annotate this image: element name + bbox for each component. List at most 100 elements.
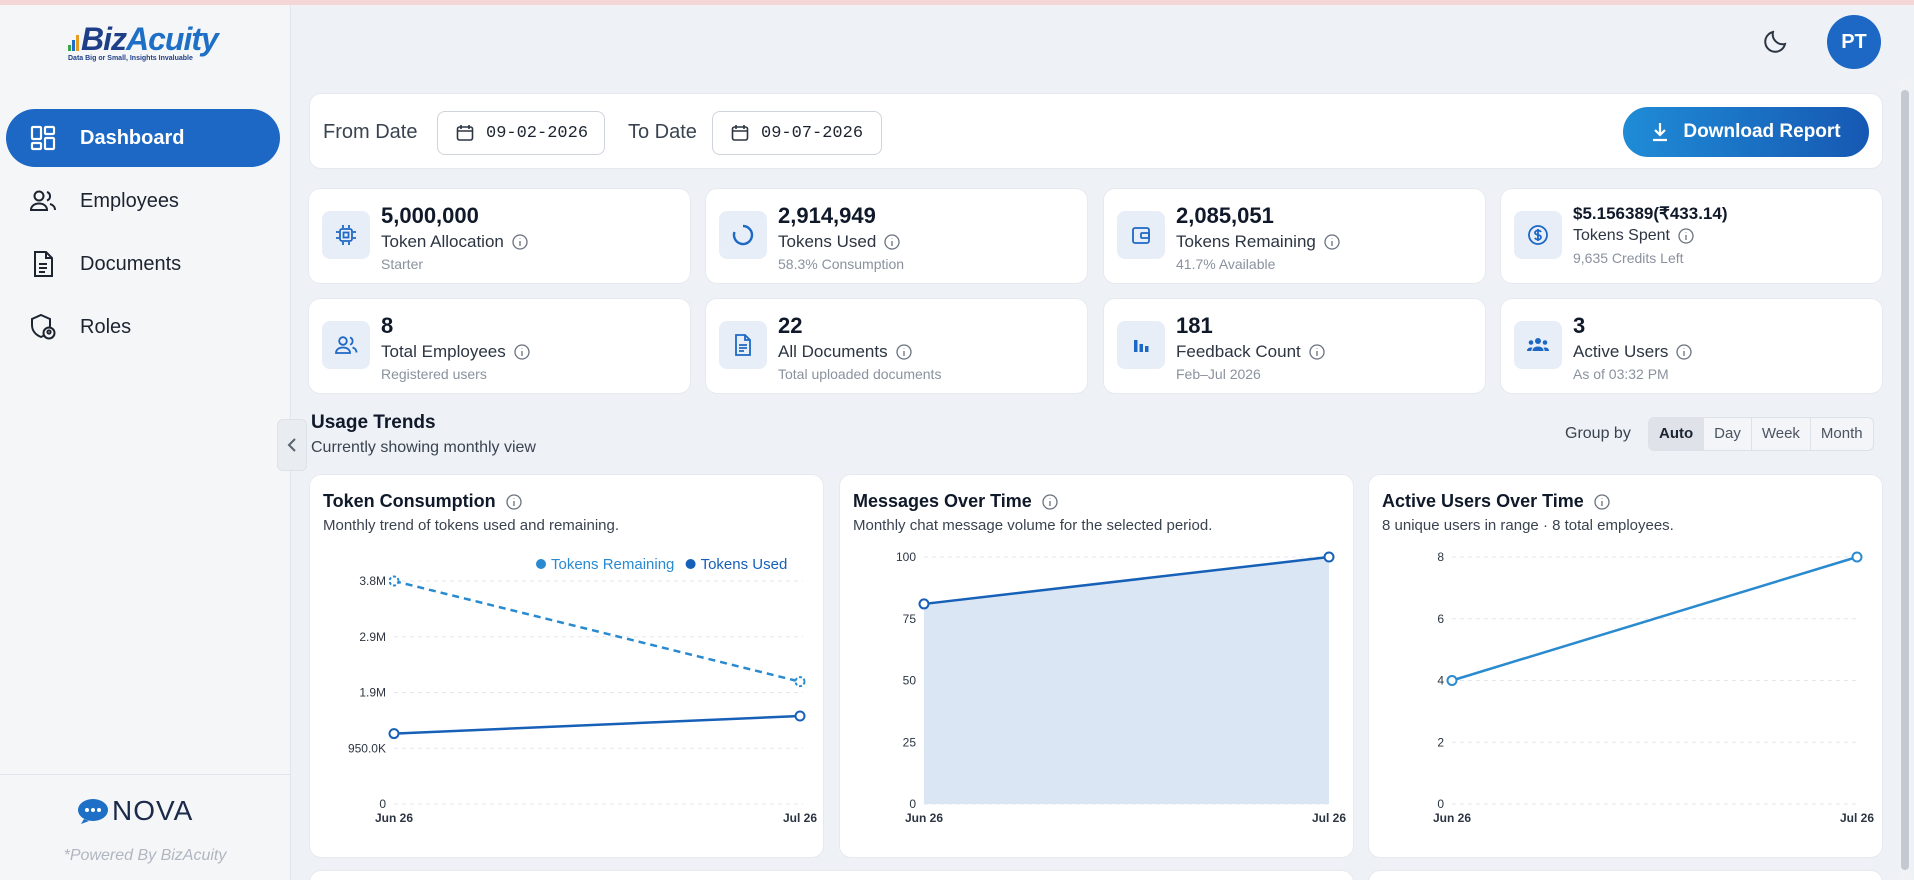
y-tick-label: 2 [1437, 735, 1444, 749]
nova-wordmark: NOVA [112, 795, 194, 826]
next-section-card [309, 870, 1354, 880]
from-date-value: 09-02-2026 [486, 123, 589, 143]
data-point [388, 728, 400, 740]
x-tick-label: Jun 26 [1433, 811, 1471, 825]
page-scrollbar[interactable] [1899, 78, 1911, 880]
to-date-input[interactable]: 09-07-2026 [712, 111, 882, 155]
calendar-icon [731, 125, 749, 141]
token-consumption-chart: 0 950.0K 1.9M 2.9M 3.8M Jun 26 Jul 26 Tokens Re… [348, 556, 817, 825]
stat-subtext: Starter [381, 256, 424, 272]
calendar-icon [456, 125, 474, 141]
dashboard-icon [28, 123, 58, 153]
sidebar-item-label: Documents [80, 252, 182, 275]
group-by-week[interactable]: Week [1752, 418, 1811, 450]
stat-value: 22 [778, 313, 803, 338]
info-icon[interactable] [1042, 493, 1058, 510]
info-icon[interactable] [1676, 344, 1693, 360]
stat-label: All Documents [778, 342, 912, 362]
logo-wordmark: BizAcuity [81, 21, 219, 57]
sidebar-item-dashboard[interactable]: Dashboard [6, 109, 280, 167]
group-by-month[interactable]: Month [1820, 425, 1863, 442]
stat-label: Tokens Spent [1573, 227, 1694, 245]
group-icon [1514, 321, 1562, 369]
chart-title: Token Consumption [323, 491, 522, 512]
legend-swatch [685, 559, 696, 569]
logo-tagline: Data Big or Small, Insights Invaluable [68, 55, 193, 62]
x-tick-label: Jun 26 [375, 811, 413, 825]
info-icon[interactable] [506, 493, 522, 510]
y-tick-label: 25 [903, 735, 917, 749]
sidebar-nav: Dashboard Employees Documents [6, 109, 280, 361]
info-icon[interactable] [1594, 493, 1610, 510]
legend-label: Tokens Remaining [551, 556, 674, 573]
download-icon [1653, 123, 1668, 142]
info-icon[interactable] [514, 344, 530, 360]
active-users-over-time-panel: 0 2 4 6 8 Jun 26 Jul 26 Active Users Over Time… [1368, 474, 1883, 858]
stat-card-tokens-spent: $5.156389(₹433.14) Tokens Spent 9,635 Cr… [1500, 188, 1883, 284]
document-icon [719, 321, 767, 369]
people-icon [322, 321, 370, 369]
y-tick-label: 75 [903, 612, 917, 626]
y-tick-label: 100 [896, 550, 916, 564]
group-by-label: Group by [1565, 425, 1631, 442]
series-line [393, 714, 801, 735]
date-filter-bar: From Date 09-02-2026 To Date 09-07-2026 … [309, 93, 1883, 169]
theme-toggle-button[interactable] [1761, 26, 1791, 56]
data-point [1446, 675, 1458, 686]
stat-label: Tokens Remaining [1176, 232, 1340, 252]
stat-label: Active Users [1573, 342, 1693, 362]
y-tick-label: 950.0K [348, 741, 386, 755]
y-tick-label: 50 [903, 674, 917, 688]
stat-label: Feedback Count [1176, 342, 1325, 362]
stat-subtext: Registered users [381, 366, 487, 382]
data-point [918, 598, 930, 610]
bizacuity-logo[interactable]: BizAcuity Data Big or Small, Insights In… [68, 21, 228, 69]
y-tick-label: 2.9M [359, 630, 386, 644]
download-report-label: Download Report [1683, 121, 1841, 142]
collapse-sidebar-button[interactable] [277, 419, 307, 471]
token-consumption-panel: 0 950.0K 1.9M 2.9M 3.8M Jun 26 Jul 26 Tokens Re… [309, 474, 824, 858]
data-point [1851, 551, 1863, 563]
info-icon[interactable] [512, 234, 528, 250]
stat-subtext: 9,635 Credits Left [1573, 250, 1684, 266]
sidebar-item-employees[interactable]: Employees [6, 172, 280, 230]
to-date-label: To Date [628, 121, 697, 143]
y-tick-label: 6 [1437, 612, 1444, 626]
y-tick-label: 0 [909, 797, 916, 811]
y-tick-label: 4 [1437, 674, 1444, 688]
stat-card-token-allocation: 5,000,000 Token Allocation Starter [308, 188, 691, 284]
stat-label: Tokens Used [778, 232, 900, 252]
stat-subtext: 58.3% Consumption [778, 256, 905, 272]
info-icon[interactable] [1678, 228, 1694, 244]
info-icon[interactable] [1309, 344, 1325, 360]
y-tick-label: 8 [1437, 550, 1444, 564]
top-border [0, 0, 1914, 5]
group-by-auto[interactable]: Auto [1649, 418, 1705, 450]
active-users-over-time-chart: 0 2 4 6 8 Jun 26 Jul 26 [1433, 550, 1874, 825]
from-date-input[interactable]: 09-02-2026 [437, 111, 605, 155]
role-shield-icon [28, 312, 58, 342]
scrollbar-thumb[interactable] [1901, 90, 1909, 870]
stat-card-tokens-remaining: 2,085,051 Tokens Remaining 41.7% Availab… [1103, 188, 1486, 284]
series-line [1451, 555, 1858, 682]
data-point [794, 676, 806, 688]
y-tick-label: 0 [1437, 797, 1444, 811]
wallet-icon [1117, 211, 1165, 259]
messages-over-time-panel: 0 25 50 75 100 Jun 26 Jul 26 Messages Over Tim… [839, 474, 1354, 858]
info-icon[interactable] [884, 234, 900, 250]
stat-value: $5.156389(₹433.14) [1573, 204, 1728, 223]
info-icon[interactable] [1324, 234, 1340, 250]
sidebar-item-documents[interactable]: Documents [6, 235, 280, 293]
sidebar-item-roles[interactable]: Roles [6, 298, 280, 356]
group-by-day[interactable]: Day [1704, 418, 1752, 450]
avatar[interactable]: PT [1827, 15, 1881, 69]
chart-subtitle: 8 unique users in range · 8 total employ… [1382, 517, 1674, 534]
info-icon[interactable] [895, 344, 912, 360]
stat-label: Token Allocation [381, 232, 528, 252]
download-report-button[interactable]: Download Report [1623, 107, 1869, 157]
chart-title: Active Users Over Time [1382, 491, 1610, 512]
stat-subtext: 41.7% Available [1176, 256, 1276, 272]
stat-subtext: As of 03:32 PM [1573, 366, 1669, 382]
chart-title: Messages Over Time [853, 491, 1058, 512]
stat-card-active-users: 3 Active Users As of 03:32 PM [1500, 298, 1883, 394]
